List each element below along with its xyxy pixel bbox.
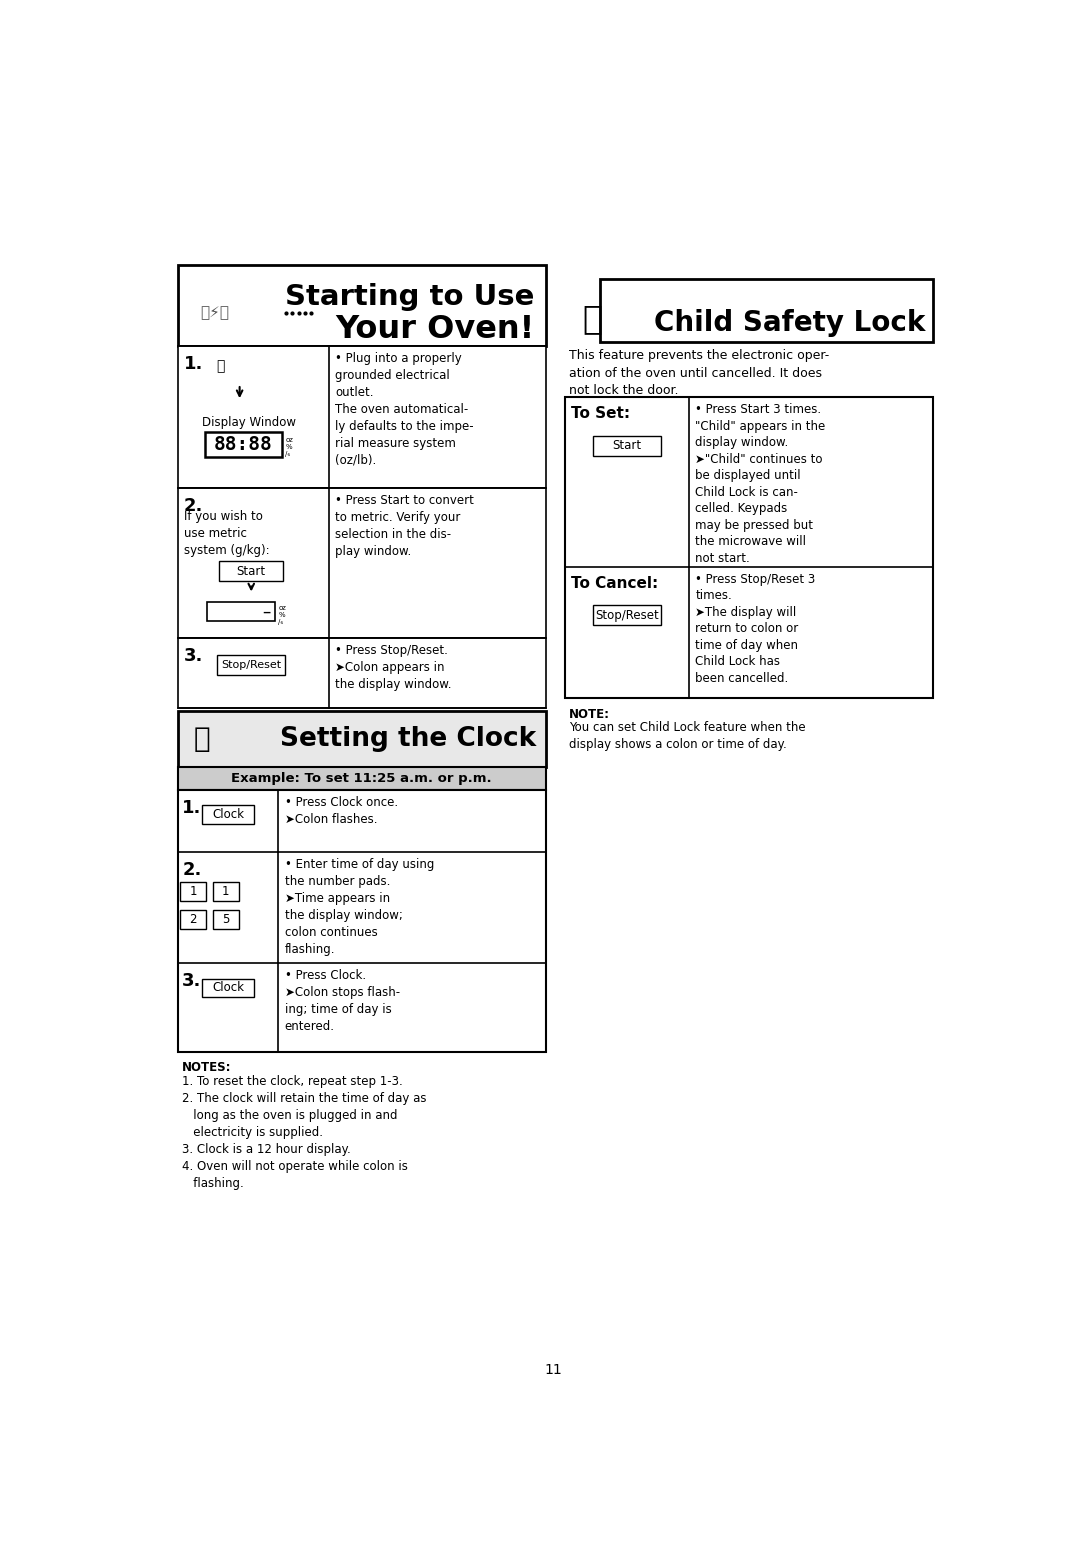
Bar [600, 279, 933, 341]
Bar [177, 639, 545, 707]
Text: ⏰: ⏰ [194, 725, 211, 753]
Text: 11: 11 [544, 1363, 563, 1377]
Text: Setting the Clock: Setting the Clock [280, 726, 537, 753]
Bar [217, 656, 285, 675]
Text: Start: Start [612, 440, 642, 452]
Text: 2: 2 [189, 912, 197, 926]
Bar [593, 606, 661, 624]
Text: 1.: 1. [184, 355, 203, 372]
Bar [565, 398, 933, 698]
Text: 3.: 3. [184, 648, 203, 665]
Bar [593, 435, 661, 455]
Bar [219, 562, 283, 581]
Bar [205, 432, 282, 457]
Bar [213, 883, 239, 901]
Text: Display Window: Display Window [202, 416, 296, 429]
Text: • Press Start to convert
to metric. Verify your
selection in the dis-
play windo: • Press Start to convert to metric. Veri… [335, 495, 474, 559]
Text: 🔒: 🔒 [582, 302, 603, 335]
Text: 1: 1 [221, 886, 229, 898]
Text: 88:88: 88:88 [214, 435, 273, 454]
Bar [202, 806, 255, 823]
Text: 1: 1 [189, 886, 197, 898]
Bar [177, 488, 545, 639]
Text: NOTES:: NOTES: [183, 1061, 232, 1074]
Text: If you wish to
use metric
system (g/kg):: If you wish to use metric system (g/kg): [184, 510, 269, 557]
Text: 2.: 2. [183, 861, 202, 880]
Text: Your Oven!: Your Oven! [335, 315, 535, 344]
Text: • Press Stop/Reset.
➤Colon appears in
the display window.: • Press Stop/Reset. ➤Colon appears in th… [335, 645, 451, 692]
Bar [207, 603, 275, 621]
Text: –: – [262, 603, 271, 620]
Text: NOTE:: NOTE: [569, 709, 610, 721]
Text: 2.: 2. [184, 498, 203, 515]
Text: Clock: Clock [212, 981, 244, 994]
Text: oz
%
/₆: oz % /₆ [279, 606, 286, 624]
Text: This feature prevents the electronic oper-
ation of the oven until cancelled. It: This feature prevents the electronic ope… [569, 349, 829, 398]
Text: • Enter time of day using
the number pads.
➤Time appears in
the display window;
: • Enter time of day using the number pad… [284, 858, 434, 956]
Bar [177, 346, 545, 488]
Text: • Plug into a properly
grounded electrical
outlet.
The oven automatical-
ly defa: • Plug into a properly grounded electric… [335, 352, 473, 466]
Text: 1. To reset the clock, repeat step 1-3.
2. The clock will retain the time of day: 1. To reset the clock, repeat step 1-3. … [183, 1075, 427, 1189]
Text: • Press Clock once.
➤Colon flashes.: • Press Clock once. ➤Colon flashes. [284, 797, 397, 826]
Bar [180, 911, 206, 928]
Text: oz
%
/₆: oz % /₆ [285, 437, 294, 457]
Bar [177, 790, 545, 1052]
Text: Starting to Use: Starting to Use [285, 283, 535, 311]
Bar [213, 911, 239, 928]
Text: • Press Stop/Reset 3
times.
➤The display will
return to colon or
time of day whe: • Press Stop/Reset 3 times. ➤The display… [696, 573, 815, 685]
Text: • Press Start 3 times.
"Child" appears in the
display window.
➤"Child" continues: • Press Start 3 times. "Child" appears i… [696, 404, 825, 565]
Bar [180, 883, 206, 901]
Bar [177, 264, 545, 346]
Text: 3.: 3. [183, 972, 202, 991]
Bar [202, 978, 255, 997]
Text: ✋⚡🔌: ✋⚡🔌 [200, 305, 229, 319]
Text: To Set:: To Set: [571, 407, 631, 421]
Bar [177, 712, 545, 767]
Text: 🔌: 🔌 [216, 360, 225, 374]
Text: • Press Clock.
➤Colon stops flash-
ing; time of day is
entered.: • Press Clock. ➤Colon stops flash- ing; … [284, 969, 400, 1033]
Text: To Cancel:: To Cancel: [571, 576, 659, 592]
Text: Clock: Clock [212, 808, 244, 822]
Text: 1.: 1. [183, 800, 202, 817]
Text: Stop/Reset: Stop/Reset [221, 660, 281, 670]
Text: 5: 5 [222, 912, 229, 926]
Text: Example: To set 11:25 a.m. or p.m.: Example: To set 11:25 a.m. or p.m. [231, 772, 492, 786]
Text: You can set Child Lock feature when the
display shows a colon or time of day.: You can set Child Lock feature when the … [569, 720, 806, 751]
Bar [177, 767, 545, 790]
Text: Stop/Reset: Stop/Reset [595, 609, 659, 621]
Text: Child Safety Lock: Child Safety Lock [654, 308, 926, 336]
Text: Start: Start [237, 565, 266, 577]
